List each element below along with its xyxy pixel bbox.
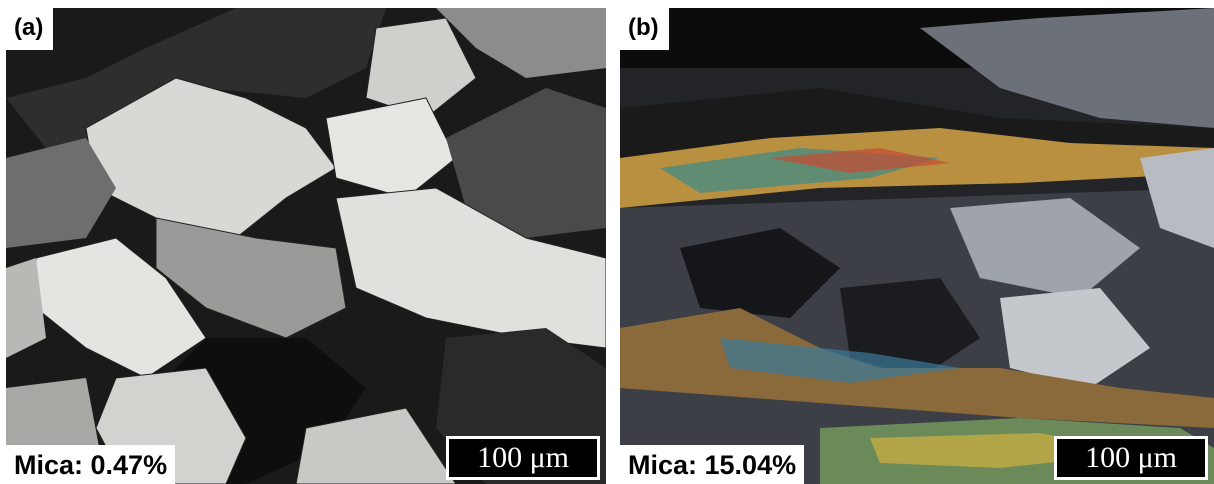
scale-bar: 100 μm [446, 436, 600, 480]
micrograph-image [620, 8, 1214, 484]
mica-caption: Mica: 15.04% [620, 445, 804, 484]
micrograph-b: (b) Mica: 15.04% 100 μm [620, 8, 1214, 484]
scale-bar: 100 μm [1054, 436, 1208, 480]
micrograph-image [6, 8, 606, 484]
panel-label: (b) [620, 8, 669, 50]
panel-label: (a) [6, 8, 53, 50]
micrograph-a: (a) Mica: 0.47% 100 μm [6, 8, 606, 484]
mica-caption: Mica: 0.47% [6, 445, 175, 484]
page: (a) Mica: 0.47% 100 μm (b) Mica: 15.04% … [0, 0, 1214, 484]
